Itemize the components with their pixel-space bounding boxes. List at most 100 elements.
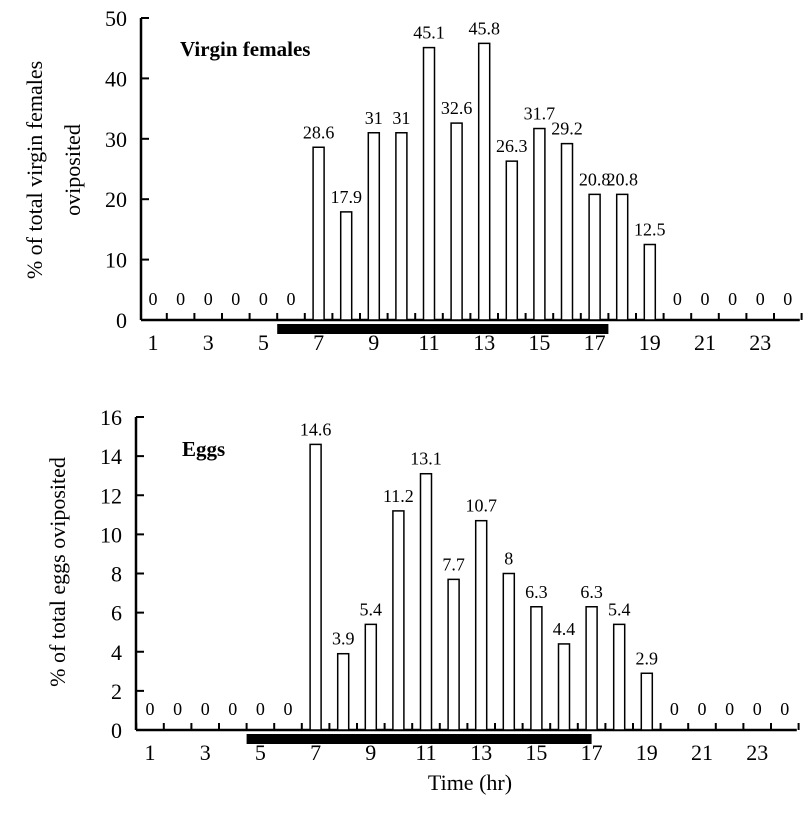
data-label: 45.1 <box>413 23 445 43</box>
data-label: 0 <box>670 699 679 719</box>
y-tick-label: 20 <box>105 187 127 212</box>
y-tick-label: 14 <box>100 444 122 469</box>
data-label: 3.9 <box>332 629 355 649</box>
bar <box>336 652 350 731</box>
data-label: 0 <box>146 699 155 719</box>
data-label: 0 <box>287 289 296 309</box>
bar <box>530 606 543 731</box>
x-tick-label: 13 <box>473 330 495 355</box>
x-tick-label: 9 <box>365 740 376 765</box>
data-label: 0 <box>725 699 734 719</box>
y-tick-label: 10 <box>100 522 122 547</box>
y-tick-label: 0 <box>111 718 122 743</box>
data-label: 29.2 <box>551 119 583 139</box>
data-label: 0 <box>173 699 182 719</box>
bar <box>560 142 574 321</box>
panel-title: Eggs <box>182 437 225 461</box>
bar <box>615 193 629 321</box>
data-label: 0 <box>149 289 158 309</box>
x-tick-label: 5 <box>258 330 269 355</box>
data-label: 6.3 <box>580 582 603 602</box>
data-label: 20.8 <box>579 169 611 189</box>
data-label: 0 <box>176 289 185 309</box>
x-tick-label: 11 <box>415 740 436 765</box>
bar <box>585 606 598 731</box>
panel-title: Virgin females <box>180 37 310 61</box>
bar <box>533 127 546 321</box>
data-label: 6.3 <box>525 582 548 602</box>
data-label: 17.9 <box>330 187 362 207</box>
data-label: 0 <box>698 699 707 719</box>
data-label: 0 <box>756 289 765 309</box>
x-tick-label: 15 <box>525 740 547 765</box>
bar <box>643 243 657 321</box>
y-axis-label: oviposited <box>60 124 85 216</box>
y-tick-label: 8 <box>111 562 122 587</box>
data-label: 32.6 <box>441 98 473 118</box>
bar <box>395 132 408 321</box>
x-tick-label: 9 <box>368 330 379 355</box>
x-tick-label: 13 <box>470 740 492 765</box>
data-label: 20.8 <box>606 169 638 189</box>
x-tick-label: 19 <box>636 740 658 765</box>
data-label: 14.6 <box>300 419 332 439</box>
x-tick-label: 21 <box>691 740 713 765</box>
data-label: 31 <box>365 108 383 128</box>
bar <box>612 623 626 731</box>
dark-period-bar <box>277 324 609 334</box>
x-tick-label: 5 <box>255 740 266 765</box>
x-tick-label: 3 <box>200 740 211 765</box>
data-label: 0 <box>701 289 710 309</box>
dark-period-bar <box>246 734 592 744</box>
y-tick-label: 16 <box>100 405 122 430</box>
data-label: 0 <box>780 699 789 719</box>
bar <box>312 146 325 321</box>
data-label: 45.8 <box>468 18 500 38</box>
data-label: 5.4 <box>608 599 631 619</box>
bar <box>339 211 353 321</box>
data-label: 0 <box>256 699 265 719</box>
x-tick-label: 23 <box>746 740 768 765</box>
bar <box>640 672 654 731</box>
x-tick-label: 21 <box>694 330 716 355</box>
bar <box>422 46 436 321</box>
data-label: 0 <box>284 699 293 719</box>
x-tick-label: 3 <box>203 330 214 355</box>
y-axis-label: % of total virgin females <box>22 61 47 279</box>
bar <box>419 472 433 731</box>
data-label: 0 <box>201 699 210 719</box>
x-tick-label: 7 <box>313 330 324 355</box>
bar <box>364 623 378 731</box>
bar <box>502 572 516 731</box>
data-label: 0 <box>728 289 737 309</box>
bar <box>367 132 381 321</box>
data-label: 0 <box>228 699 237 719</box>
data-label: 0 <box>673 289 682 309</box>
bar <box>474 519 488 731</box>
data-label: 0 <box>204 289 213 309</box>
y-tick-label: 0 <box>116 308 127 333</box>
y-tick-label: 4 <box>111 640 122 665</box>
y-tick-label: 2 <box>111 679 122 704</box>
x-tick-label: 17 <box>584 330 606 355</box>
data-label: 12.5 <box>634 220 666 240</box>
y-tick-label: 10 <box>105 248 127 273</box>
x-tick-label: 1 <box>145 740 156 765</box>
data-label: 4.4 <box>553 619 576 639</box>
x-tick-label: 15 <box>528 330 550 355</box>
bar <box>447 578 460 731</box>
data-label: 10.7 <box>465 496 497 516</box>
y-tick-label: 6 <box>111 601 122 626</box>
bar <box>450 122 463 321</box>
data-label: 7.7 <box>442 554 465 574</box>
data-label: 5.4 <box>360 599 383 619</box>
x-tick-label: 7 <box>310 740 321 765</box>
y-tick-label: 40 <box>105 66 127 91</box>
x-tick-label: 17 <box>581 740 603 765</box>
data-label: 2.9 <box>636 648 659 668</box>
bar <box>505 160 519 321</box>
data-label: 0 <box>753 699 762 719</box>
